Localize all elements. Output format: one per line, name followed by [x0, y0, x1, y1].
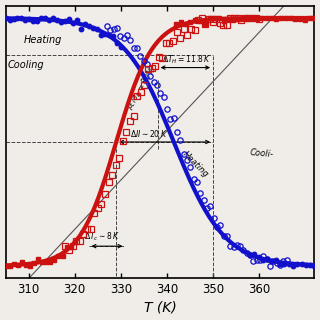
- Text: Heating: Heating: [181, 149, 210, 179]
- Text: Heating: Heating: [24, 35, 62, 45]
- X-axis label: T (K): T (K): [144, 300, 176, 315]
- Text: $\rho_L/\sigma_M = 80\%$: $\rho_L/\sigma_M = 80\%$: [123, 65, 160, 112]
- Text: Cooling: Cooling: [8, 60, 44, 69]
- Text: $\Delta T_H = 11.8\,K$: $\Delta T_H = 11.8\,K$: [162, 54, 211, 66]
- Text: Cooli-: Cooli-: [250, 148, 275, 159]
- Text: $\Delta T_c \sim 8\,K$: $\Delta T_c \sim 8\,K$: [84, 231, 120, 244]
- Text: $\Delta II \sim 20\,K$: $\Delta II \sim 20\,K$: [130, 128, 168, 139]
